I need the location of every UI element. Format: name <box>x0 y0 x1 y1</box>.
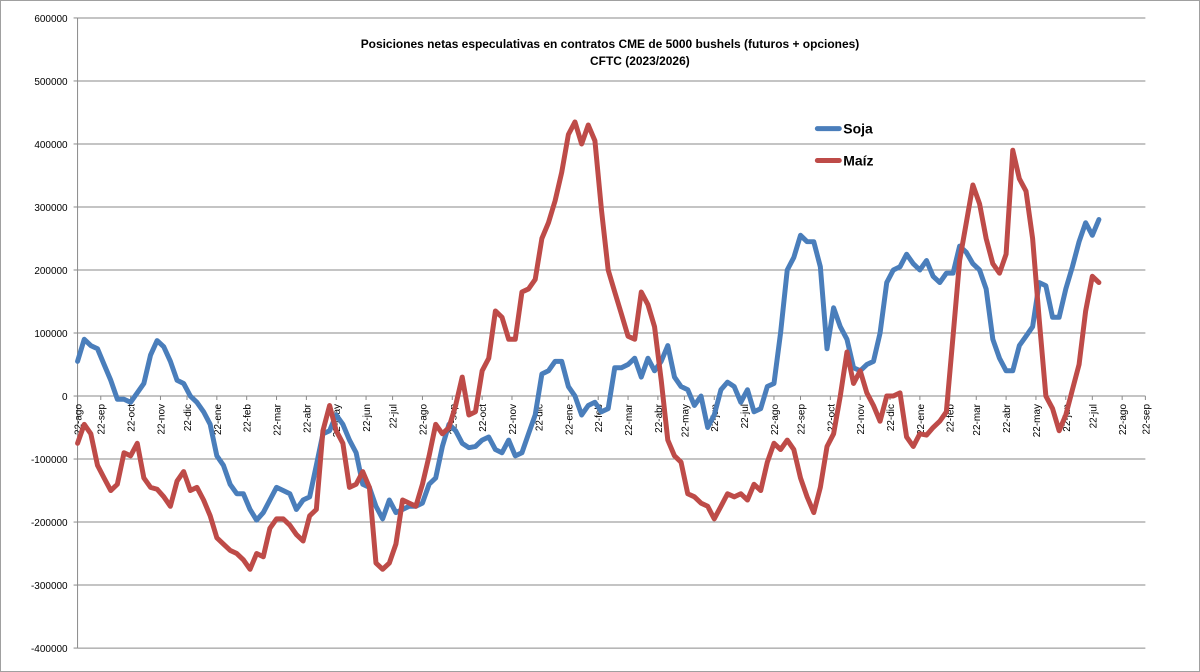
x-tick-label: 22-oct <box>478 404 489 432</box>
x-tick-label: 22-nov <box>856 404 867 434</box>
x-tick-label: 22-jul <box>389 404 400 428</box>
x-tick-label: 22-ago <box>74 404 85 435</box>
x-tick-label: 22-jul <box>740 404 751 428</box>
x-tick-label: 22-nov <box>156 404 167 434</box>
y-tick-label: -200000 <box>31 518 68 529</box>
x-tick-label: 22-jul <box>1088 404 1099 428</box>
x-tick-label: 22-ago <box>418 404 429 435</box>
x-tick-label: 22-sep <box>1141 404 1152 435</box>
series-line-soja <box>75 217 1102 523</box>
y-tick-label: -100000 <box>31 455 68 466</box>
legend: Soja Maíz <box>814 121 874 169</box>
x-tick-label: 22-abr <box>654 403 665 432</box>
x-tick-label: 22-feb <box>946 404 957 433</box>
x-tick-label: 22-mar <box>972 403 983 435</box>
y-tick-label: 300000 <box>34 203 68 214</box>
y-tick-label: -300000 <box>31 581 68 592</box>
x-tick-label: 22-jun <box>710 404 721 432</box>
y-tick-label: 200000 <box>34 266 68 277</box>
y-tick-label: -400000 <box>31 644 68 655</box>
y-tick-label: 0 <box>62 392 68 403</box>
x-tick-label: 22-dic <box>534 404 545 431</box>
x-tick-label: 22-ene <box>564 404 575 435</box>
x-tick-label: 22-oct <box>127 404 138 432</box>
y-axis: -400000 -300000 -200000 -100000 0 100000 20000… <box>31 14 79 655</box>
x-tick-label: 22-may <box>1032 404 1043 437</box>
x-tick-label: 22-feb <box>243 404 254 433</box>
x-tick-label: 22-mar <box>273 403 284 435</box>
x-tick-label: 22-feb <box>594 404 605 433</box>
y-tick-label: 100000 <box>34 329 68 340</box>
chart-subtitle: CFTC (2023/2026) <box>590 54 690 68</box>
y-tick-label: 600000 <box>34 14 68 25</box>
x-tick-label: 22-jun <box>362 404 373 432</box>
x-tick-label: 22-dic <box>183 404 194 431</box>
series-lines <box>75 119 1102 572</box>
x-tick-label: 22-mar <box>624 403 635 435</box>
legend-label: Maíz <box>843 153 873 169</box>
x-tick-label: 22-may <box>680 404 691 437</box>
x-tick-label: 22-nov <box>508 404 519 434</box>
x-tick-label: 22-sep <box>97 404 108 435</box>
legend-label: Soja <box>843 121 873 137</box>
x-tick-label: 22-ene <box>916 404 927 435</box>
x-tick-label: 22-ago <box>1118 404 1129 435</box>
x-tick-label: 22-oct <box>826 404 837 432</box>
x-tick-label: 22-abr <box>1002 403 1013 432</box>
chart-title: Posiciones netas especulativas en contra… <box>361 37 860 51</box>
y-tick-label: 400000 <box>34 140 68 151</box>
x-tick-label: 22-ene <box>213 404 224 435</box>
y-tick-label: 500000 <box>34 77 68 88</box>
x-tick-label: 22-abr <box>302 403 313 432</box>
x-tick-label: 22-ago <box>770 404 781 435</box>
series-line-maiz <box>75 119 1102 572</box>
x-tick-label: 22-sep <box>796 404 807 435</box>
x-tick-label: 22-dic <box>886 404 897 431</box>
